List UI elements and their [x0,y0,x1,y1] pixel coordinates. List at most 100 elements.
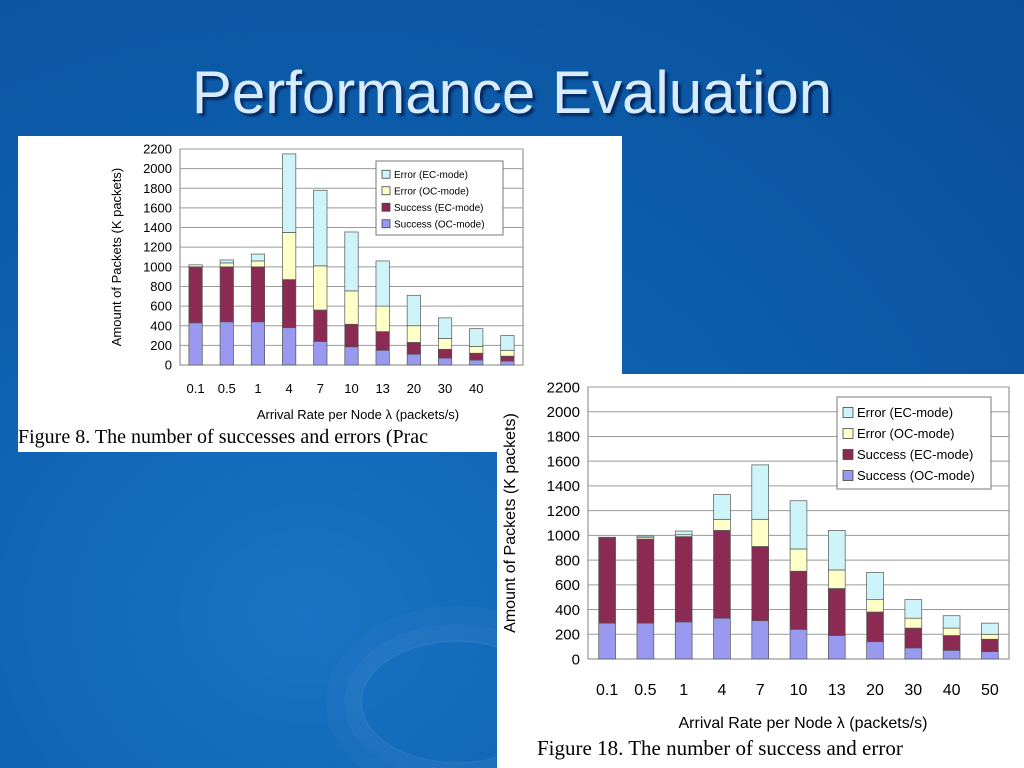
figure-18-y-tick-label: 1200 [547,503,580,520]
figure-8-bar-success-oc [313,341,328,366]
figure-8-bar-error-ec [375,260,390,307]
figure-8-x-axis-label: Arrival Rate per Node λ (packets/s) [257,407,459,422]
figure-8-x-tick-label: 30 [438,381,452,396]
figure-8-bar-error-oc [250,260,266,268]
figure-8-x-tick-label: 40 [469,381,483,396]
figure-18-bar-error-oc [942,627,961,636]
figure-18-y-tick-label: 1800 [547,429,580,446]
figure-18-y-tick-label: 400 [555,602,580,619]
figure-18-chart: 0 200 400 600 800 1000 1200 1400 1600 1800 2000 220… [502,379,1010,732]
figure-8-bar-success-ec [375,331,390,351]
figure-8-bar-success-oc [219,321,234,366]
figure-18-bar-success-oc [636,622,655,660]
figure-18-x-tick-label: 30 [904,682,922,699]
figure-8-bar-error-oc [344,290,359,325]
figure-18-bar-error-ec [713,494,731,520]
figure-8-legend-label: Success (OC-mode) [394,219,485,230]
figure-18-bar-error-ec [866,572,884,601]
figure-18-bar-error-oc [981,633,999,640]
figure-18-bar-error-oc [713,518,731,531]
figure-8-y-tick-label: 400 [150,318,172,333]
figure-8-y-tick-label: 2200 [143,142,172,157]
figure-18-y-tick-label: 1400 [547,478,580,495]
figure-8-bar-success-ec [250,266,266,323]
figure-8-bar-success-oc [406,353,421,366]
figure-8-bar-error-ec [313,189,328,267]
figure-8-x-tick-label: 20 [407,381,421,396]
figure-18-x-tick-label: 0.5 [634,682,656,699]
figure-8-bar-success-ec [437,348,453,359]
figure-8-bar-error-oc [469,345,484,354]
figure-18-bar-error-oc [828,569,846,589]
figure-18-y-tick-label: 2000 [547,404,580,421]
figure-18-bar-success-ec [636,538,655,624]
figure-8-bar-error-oc [437,338,453,350]
figure-18-legend-label: Success (EC-mode) [857,447,973,462]
figure-8-bar-success-oc [469,359,484,366]
figure-18-bar-success-oc [981,651,999,660]
figure-8-bar-error-oc [406,325,421,343]
figure-8-bar-success-oc [282,327,297,366]
figure-8-bar-success-oc [188,322,203,366]
figure-8-bar-success-ec [282,279,297,329]
figure-18-y-tick-label: 600 [555,577,580,594]
figure-8-y-tick-label: 1000 [143,259,172,274]
figure-18-legend-swatch [842,470,854,481]
slide-title: Performance Evaluation [191,59,833,126]
figure-8-bar-error-ec [219,259,234,264]
figure-8-bar-error-ec [437,317,453,339]
figure-8-caption: Figure 8. The number of successes and er… [18,426,429,448]
figure-18-bar-error-oc [866,599,884,613]
figure-18-bar-success-oc [789,628,808,660]
figure-8-y-tick-label: 1600 [143,200,172,215]
figure-18-panel: 0 200 400 600 800 1000 1200 1400 1600 1800 2000 220… [497,374,1024,768]
figure-8-bar-error-ec [344,231,359,292]
figure-18-bar-success-oc [866,641,884,660]
figure-18-bar-success-ec [828,588,846,636]
figure-8-bar-error-ec [500,335,515,351]
figure-18-bar-success-ec [751,546,769,622]
figure-8-x-tick-label: 1 [254,381,261,396]
figure-8-legend-box [375,160,504,236]
figure-18-bar-success-oc [598,622,616,660]
figure-18-legend-swatch [842,428,854,439]
figure-18-bar-error-ec [942,615,961,629]
figure-18-bar-success-ec [713,530,731,619]
figure-18-y-tick-label: 200 [555,627,580,644]
figure-18-x-tick-label: 20 [866,682,884,699]
figure-8-x-tick-label: 7 [317,381,324,396]
figure-8-bar-error-oc [375,305,390,332]
figure-18-bar-success-ec [866,611,884,643]
figure-8-chart: 0 200 400 600 800 1000 1200 1400 1600 1800 2000 220… [109,142,524,422]
figure-8-y-tick-label: 1400 [143,220,172,235]
figure-18-bar-error-ec [828,530,846,571]
figure-8-bar-success-ec [500,355,515,362]
figure-18-bar-success-oc [904,647,923,660]
figure-18-y-axis-label: Amount of Packets (K packets) [502,413,519,633]
figure-18-y-tick-label: 2200 [547,379,580,396]
figure-8-x-tick-label: 0.1 [187,381,205,396]
figure-8-y-tick-label: 800 [150,279,172,294]
figure-8-y-axis-label: Amount of Packets (K packets) [109,168,124,346]
figure-18-bar-success-oc [751,620,769,660]
figure-18-x-tick-label: 40 [943,682,961,699]
figure-18-x-tick-label: 10 [790,682,808,699]
figure-18-bar-success-oc [674,621,693,660]
figure-8-bar-error-ec [282,153,297,233]
figure-8-legend-swatch [381,202,391,212]
figure-18-legend-label: Error (EC-mode) [857,405,953,420]
figure-18-y-tick-label: 800 [555,552,580,569]
figure-18-bar-error-ec [751,464,769,520]
figure-8-bar-success-oc [375,349,390,366]
figure-8-bar-success-ec [344,323,359,348]
figure-18-bar-success-ec [789,570,808,630]
figure-8-y-tick-label: 1200 [143,240,172,255]
figure-8-bar-error-oc [188,264,203,268]
figure-8-legend-label: Success (EC-mode) [394,203,483,214]
figure-8-bar-error-ec [406,294,421,327]
figure-8-bar-success-oc [500,360,515,366]
figure-8-bar-success-ec [313,309,328,342]
figure-18-bar-error-oc [751,518,769,547]
figure-8-bar-success-oc [344,346,359,366]
figure-18-bar-success-ec [942,635,961,651]
